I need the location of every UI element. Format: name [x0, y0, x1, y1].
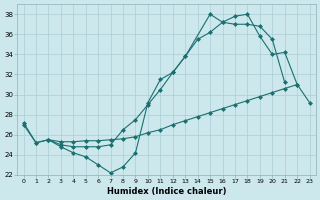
- X-axis label: Humidex (Indice chaleur): Humidex (Indice chaleur): [107, 187, 226, 196]
